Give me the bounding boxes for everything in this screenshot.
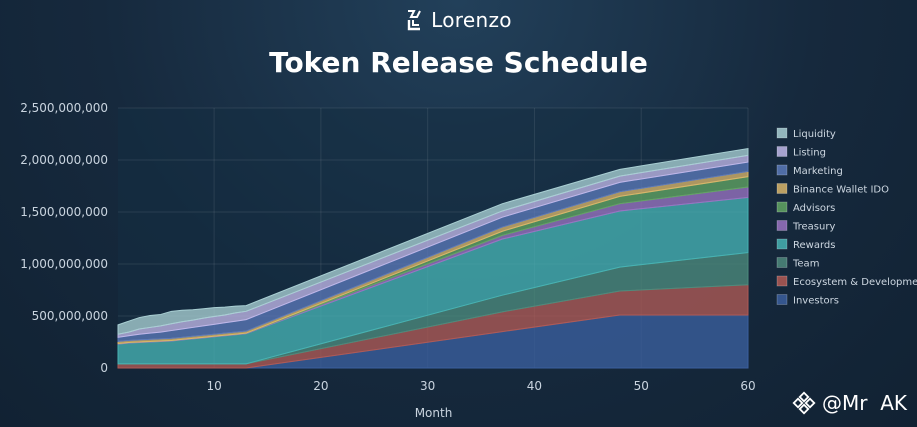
- y-tick-label: 0: [100, 361, 108, 375]
- legend-swatch-treasury: [776, 220, 788, 231]
- legend-swatch-liquidity: [776, 127, 788, 139]
- y-tick-label: 2,500,000,000: [20, 101, 108, 115]
- watermark-handle: @Mr AK: [822, 391, 907, 415]
- legend-label-investors: Investors: [793, 296, 839, 307]
- x-tick-label: 40: [527, 379, 542, 393]
- legend-label-advisors: Advisors: [793, 203, 835, 214]
- legend-swatch-advisors: [776, 201, 788, 213]
- legend-label-ecosystem-and-development: Ecosystem & Development: [793, 277, 917, 288]
- lorenzo-logo-icon: [407, 10, 422, 31]
- area-series-liquidity: [117, 147, 749, 335]
- x-axis-label: Month: [415, 406, 453, 420]
- legend-label-team: Team: [792, 259, 819, 270]
- x-tick-label: 60: [740, 379, 755, 393]
- y-tick-label: 500,000,000: [32, 309, 108, 323]
- x-tick-label: 10: [206, 379, 221, 393]
- legend-swatch-listing: [776, 146, 788, 157]
- y-tick-label: 1,500,000,000: [20, 205, 108, 219]
- legend-label-rewards: Rewards: [793, 240, 835, 251]
- y-tick-label: 1,000,000,000: [20, 257, 108, 271]
- legend-label-marketing: Marketing: [793, 166, 843, 177]
- legend-label-treasury: Treasury: [792, 222, 835, 233]
- legend-swatch-ecosystem-and-development: [776, 275, 788, 287]
- watermark: @Mr AK: [792, 391, 907, 415]
- legend-label-binance-wallet-ido: Binance Wallet IDO: [793, 185, 889, 196]
- x-tick-label: 20: [313, 379, 328, 393]
- legend-swatch-marketing: [776, 164, 788, 176]
- legend-swatch-team: [776, 257, 788, 268]
- y-tick-label: 2,000,000,000: [20, 153, 108, 167]
- brand-header: Lorenzo: [0, 8, 917, 32]
- legend-label-listing: Listing: [793, 148, 826, 159]
- binance-logo-icon: [792, 391, 816, 415]
- chart-title: Token Release Schedule: [269, 46, 648, 79]
- legend-swatch-binance-wallet-ido: [776, 183, 788, 194]
- legend-swatch-investors: [776, 294, 788, 305]
- legend-label-liquidity: Liquidity: [793, 129, 836, 140]
- legend-swatch-rewards: [776, 238, 788, 250]
- x-tick-label: 50: [634, 379, 649, 393]
- x-tick-label: 30: [420, 379, 435, 393]
- brand-name: Lorenzo: [431, 8, 512, 32]
